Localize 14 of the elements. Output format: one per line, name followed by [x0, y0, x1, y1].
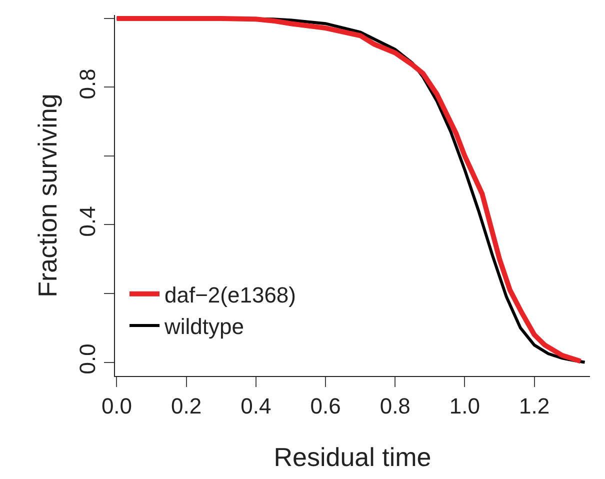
x-tick-label: 0.2 — [171, 393, 202, 418]
x-tick-label: 0.8 — [380, 393, 410, 418]
legend-label: wildtype — [164, 314, 244, 340]
x-tick-label: 0.4 — [240, 393, 272, 418]
legend-label: daf−2(e1368) — [164, 282, 296, 308]
y-axis-title: Fraction surviving — [32, 94, 63, 298]
x-tick-label: 1.0 — [449, 393, 480, 418]
y-tick-label: 0.0 — [75, 344, 100, 374]
x-tick-label: 0.0 — [101, 393, 132, 418]
x-tick-label: 1.2 — [519, 393, 550, 418]
y-tick-label: 0.8 — [75, 68, 100, 100]
x-tick-label: 0.6 — [310, 393, 341, 418]
x-axis-title: Residual time — [274, 442, 432, 472]
y-tick-label: 0.4 — [75, 206, 100, 237]
